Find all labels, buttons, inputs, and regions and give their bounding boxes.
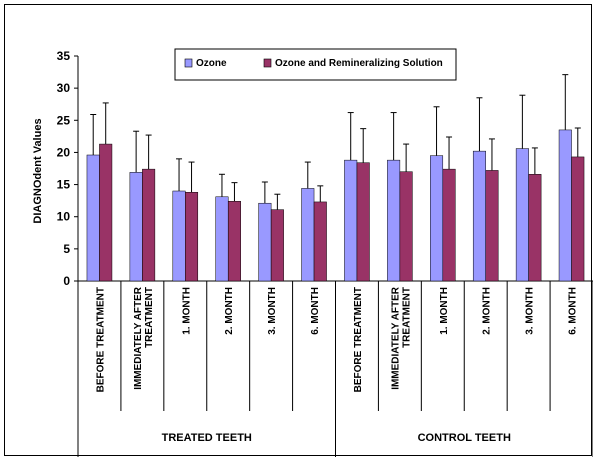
x-tick-label: IMMEDIATELY AFTER xyxy=(133,286,144,390)
bar xyxy=(515,148,529,282)
y-tick-label: 5 xyxy=(63,242,70,256)
bar xyxy=(215,196,229,282)
x-tick-label: BEFORE TREATMENT xyxy=(353,287,364,392)
bar xyxy=(258,202,272,282)
bar xyxy=(442,168,456,282)
bar-chart: Ozone Ozone and Remineralizing Solution … xyxy=(32,48,593,457)
y-tick-label: 25 xyxy=(57,113,71,127)
y-tick-label: 15 xyxy=(57,178,71,192)
bar xyxy=(528,174,542,282)
y-tick-label: 20 xyxy=(57,145,71,159)
x-tick-label: 2. MONTH xyxy=(224,287,235,335)
bar xyxy=(430,155,444,282)
x-tick-label: IMMEDIATELY AFTER xyxy=(390,286,401,390)
bar xyxy=(356,162,370,282)
x-tick-label: TREATMENT xyxy=(401,287,412,348)
group-label: CONTROL TEETH xyxy=(418,432,511,444)
x-tick-label: 6. MONTH xyxy=(568,287,579,335)
bar xyxy=(313,201,327,282)
x-tick-label: BEFORE TREATMENT xyxy=(95,287,106,392)
bar xyxy=(270,209,284,282)
y-tick-label: 30 xyxy=(57,81,71,95)
bar xyxy=(301,188,315,282)
bar xyxy=(387,159,401,282)
x-tick-label: 1. MONTH xyxy=(181,287,192,335)
bar xyxy=(558,129,572,282)
bar xyxy=(129,172,143,282)
legend-box xyxy=(174,48,457,81)
group-label: TREATED TEETH xyxy=(162,432,252,444)
legend-label-ozone-remineralizing: Ozone and Remineralizing Solution xyxy=(275,58,443,69)
bar xyxy=(185,192,199,282)
x-tick-label: 1. MONTH xyxy=(439,287,450,335)
legend-swatch-ozone-remineralizing xyxy=(263,58,272,68)
x-tick-label: 2. MONTH xyxy=(482,287,493,335)
y-tick-label: 10 xyxy=(57,210,71,224)
bar xyxy=(86,154,100,282)
x-tick-label: 3. MONTH xyxy=(525,287,536,335)
bar xyxy=(227,201,241,282)
y-axis-label: DIAGNOdent Values xyxy=(32,118,44,223)
x-tick-label: 3. MONTH xyxy=(267,287,278,335)
bar xyxy=(142,168,156,282)
y-tick-label: 35 xyxy=(57,49,71,63)
bar xyxy=(99,143,113,282)
bar xyxy=(472,150,486,282)
legend-swatch-ozone xyxy=(184,58,193,68)
bar xyxy=(399,171,413,282)
x-tick-label: TREATMENT xyxy=(144,287,155,348)
bar xyxy=(172,190,186,282)
y-tick-label: 0 xyxy=(63,274,70,288)
bar xyxy=(344,159,358,282)
legend-label-ozone: Ozone xyxy=(196,58,227,69)
bar xyxy=(485,170,499,282)
chart-frame: Ozone Ozone and Remineralizing Solution … xyxy=(4,4,593,457)
legend: Ozone Ozone and Remineralizing Solution xyxy=(174,48,457,81)
x-tick-label: 6. MONTH xyxy=(310,287,321,335)
bar xyxy=(571,156,585,282)
